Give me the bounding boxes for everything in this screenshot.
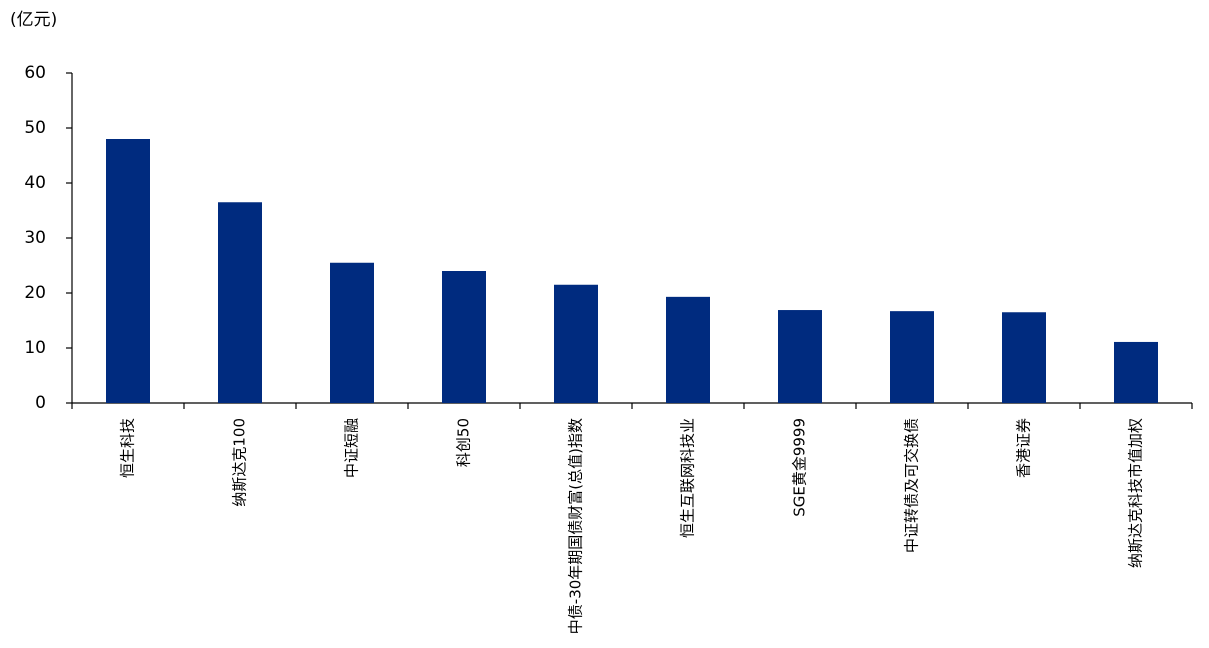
bar [442,271,486,403]
y-tick-label: 0 [35,393,46,413]
x-tick-label: 中证转债及可交换债 [903,418,921,553]
bar [778,310,822,403]
bar [666,296,710,403]
x-tick-label: SGE黄金9999 [791,418,809,517]
bar [106,139,150,403]
y-tick-label: 30 [24,228,46,248]
bar [554,284,598,403]
y-tick-label: 40 [24,173,46,193]
x-tick-label: 恒生互联网科技业 [679,418,697,538]
x-tick-label: 中证短融 [343,418,361,478]
bar [218,202,262,403]
x-tick-label: 恒生科技 [119,418,137,478]
bar [330,262,374,403]
x-tick-label: 纳斯达克100 [231,418,249,507]
y-tick-label: 60 [24,63,46,83]
bar [890,311,934,403]
y-tick-label: 20 [24,283,46,303]
bar [1114,341,1158,403]
x-tick-label: 香港证券 [1015,418,1033,478]
x-tick-label: 科创50 [455,418,473,467]
x-tick-label: 中债-30年期国债财富(总值)指数 [567,418,585,634]
bar [1002,312,1046,403]
y-tick-label: 50 [24,118,46,138]
y-unit-label: (亿元) [10,10,57,30]
x-tick-label: 纳斯达克科技市值加权 [1127,418,1145,568]
y-tick-label: 10 [24,338,46,358]
